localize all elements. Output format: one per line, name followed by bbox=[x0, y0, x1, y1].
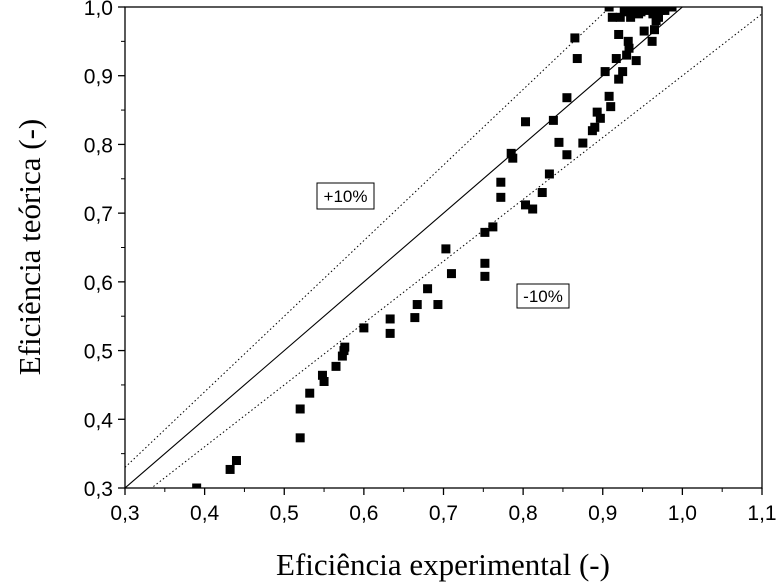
data-point bbox=[410, 313, 420, 323]
data-point bbox=[604, 7, 614, 12]
data-point bbox=[600, 67, 610, 77]
data-point bbox=[650, 25, 660, 35]
x-axis-title: Eficiência experimental (-) bbox=[276, 547, 610, 582]
x-tick-label: 1,1 bbox=[747, 502, 776, 525]
data-point bbox=[488, 222, 498, 232]
data-point bbox=[496, 192, 506, 202]
data-point bbox=[595, 113, 605, 123]
data-point bbox=[611, 54, 621, 64]
data-point bbox=[521, 200, 531, 210]
x-axis: 0,3 0,4 0,5 0,6 0,7 0,8 0,9 1,0 1,1 bbox=[110, 488, 777, 525]
data-point bbox=[562, 150, 572, 160]
data-point bbox=[554, 137, 564, 147]
reference-line-plus-10 bbox=[125, 7, 611, 468]
data-point bbox=[667, 7, 677, 12]
y-tick-label: 0,6 bbox=[84, 272, 113, 295]
data-point bbox=[544, 169, 554, 179]
svg-text:+10%: +10% bbox=[324, 187, 368, 206]
y-axis: 0,3 0,4 0,5 0,6 0,7 0,8 0,9 1,0 bbox=[84, 0, 125, 501]
data-point bbox=[317, 370, 327, 380]
svg-text:-10%: -10% bbox=[523, 287, 563, 306]
data-point bbox=[618, 67, 628, 77]
data-point bbox=[480, 227, 490, 237]
y-tick-label: 0,8 bbox=[84, 134, 113, 157]
y-tick-label: 0,3 bbox=[84, 478, 113, 501]
data-point bbox=[607, 12, 617, 22]
data-point bbox=[622, 50, 632, 60]
data-point bbox=[631, 56, 641, 66]
data-point bbox=[433, 300, 443, 310]
data-point bbox=[337, 351, 347, 361]
y-tick-label: 1,0 bbox=[84, 0, 113, 20]
reference-lines bbox=[125, 7, 762, 488]
data-point bbox=[619, 7, 629, 17]
x-tick-label: 1,0 bbox=[668, 502, 697, 525]
x-tick-label: 0,4 bbox=[190, 502, 220, 525]
data-point bbox=[521, 117, 531, 127]
data-point bbox=[412, 300, 422, 310]
data-point bbox=[480, 258, 490, 268]
data-point bbox=[562, 93, 572, 103]
data-point bbox=[295, 433, 305, 443]
data-point bbox=[441, 244, 451, 254]
x-tick-label: 0,6 bbox=[349, 502, 378, 525]
data-point bbox=[636, 7, 646, 17]
data-point bbox=[295, 404, 305, 414]
data-point bbox=[496, 177, 506, 187]
y-tick-label: 0,7 bbox=[84, 203, 113, 226]
data-point bbox=[480, 271, 490, 281]
data-point bbox=[192, 483, 202, 488]
data-point bbox=[340, 342, 350, 352]
data-point bbox=[624, 43, 634, 53]
data-point bbox=[548, 115, 558, 125]
data-point bbox=[319, 376, 329, 386]
data-point bbox=[606, 102, 616, 112]
x-tick-label: 0,9 bbox=[588, 502, 617, 525]
y-axis-title: Eficiência teórica (-) bbox=[12, 119, 47, 375]
data-point bbox=[626, 12, 636, 22]
data-point bbox=[305, 388, 315, 398]
data-point bbox=[506, 148, 516, 158]
annotation-minus-10: -10% bbox=[516, 283, 570, 309]
y-tick-label: 0,9 bbox=[84, 66, 113, 89]
data-point bbox=[623, 36, 633, 46]
data-point bbox=[647, 36, 657, 46]
x-tick-label: 0,3 bbox=[110, 502, 139, 525]
data-point bbox=[508, 153, 518, 163]
data-point bbox=[359, 323, 369, 333]
data-point bbox=[630, 7, 640, 12]
data-point bbox=[614, 74, 624, 84]
data-point bbox=[639, 26, 649, 36]
reference-line-minus-10 bbox=[150, 13, 762, 488]
x-tick-label: 0,7 bbox=[429, 502, 458, 525]
data-point bbox=[528, 204, 538, 214]
data-point bbox=[604, 91, 614, 101]
data-point bbox=[331, 361, 341, 371]
annotation-plus-10: +10% bbox=[316, 182, 375, 210]
data-point bbox=[423, 284, 433, 294]
data-point bbox=[592, 107, 602, 117]
data-point bbox=[537, 188, 547, 198]
data-point bbox=[648, 9, 658, 19]
data-point bbox=[385, 328, 395, 338]
data-point bbox=[572, 54, 582, 64]
y-tick-label: 0,4 bbox=[84, 409, 114, 432]
data-point bbox=[614, 29, 624, 39]
data-point bbox=[615, 12, 625, 22]
data-points bbox=[192, 7, 677, 488]
reference-line-identity bbox=[125, 7, 684, 488]
y-tick-label: 0,5 bbox=[84, 341, 113, 364]
data-point bbox=[646, 7, 656, 12]
data-point bbox=[653, 12, 663, 22]
data-point bbox=[231, 456, 241, 466]
data-point bbox=[570, 33, 580, 43]
data-point bbox=[578, 138, 588, 148]
data-point bbox=[590, 122, 600, 132]
data-point bbox=[446, 269, 456, 279]
x-tick-label: 0,8 bbox=[509, 502, 538, 525]
x-tick-label: 0,5 bbox=[270, 502, 299, 525]
data-point bbox=[225, 464, 235, 474]
data-point bbox=[385, 314, 395, 324]
